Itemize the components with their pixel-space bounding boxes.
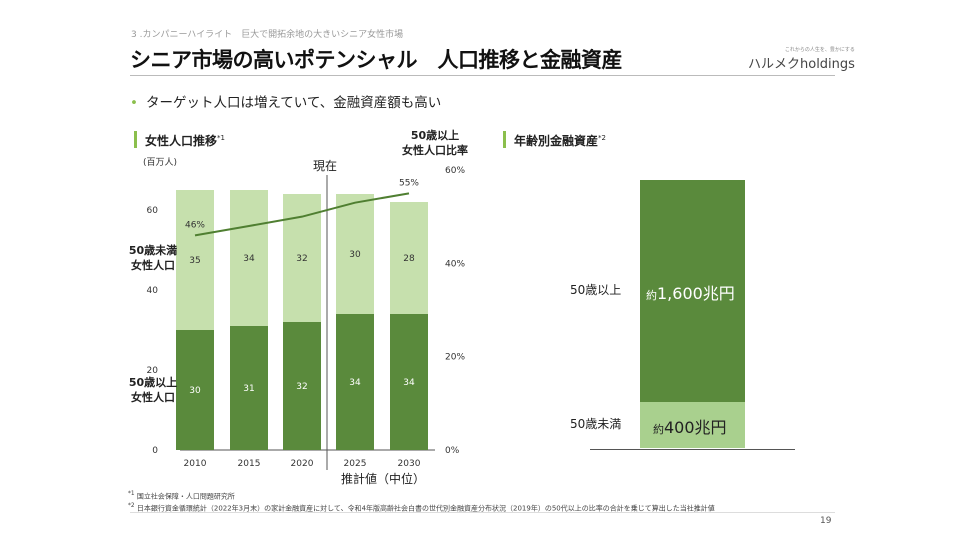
bar-segment — [176, 330, 214, 450]
series-label-line: 女性人口 — [131, 259, 175, 272]
over50-value-label: 約1,600兆円 — [646, 280, 735, 304]
under50-series-label: 50歳未満女性人口 — [122, 243, 184, 273]
logo-name: ハルメクholdings — [748, 57, 855, 72]
y-right-tick-label: 40% — [445, 259, 465, 269]
x-tick-label: 2010 — [184, 459, 207, 469]
y-tick-label: 0 — [152, 446, 158, 456]
series-label-line: 50歳以上 — [128, 376, 178, 389]
page-number: 19 — [820, 516, 832, 526]
bar-segment — [283, 194, 321, 322]
chart-title-text: 女性人口推移 — [145, 134, 218, 148]
y-right-tick-label: 60% — [445, 166, 465, 176]
bar-value-label: 34 — [349, 378, 361, 388]
series-label-line: 女性人口 — [131, 391, 175, 404]
bar-segment — [283, 322, 321, 450]
population-chart-title: 女性人口推移*1 — [134, 131, 225, 148]
bar-segment — [336, 314, 374, 450]
chart-title-text: 年齢別金融資産 — [514, 134, 599, 148]
value-prefix: 約 — [653, 423, 664, 436]
under50-value-label: 約400兆円 — [653, 414, 727, 438]
bar-segment — [390, 314, 428, 450]
bar-segment — [230, 326, 268, 450]
right-axis-title-line: 50歳以上 — [410, 129, 460, 142]
over50-series-label: 50歳以上女性人口 — [122, 375, 184, 405]
footnote-mark: *1 — [128, 491, 135, 497]
x-tick-label: 2025 — [344, 459, 367, 469]
ratio-label: 55% — [399, 178, 419, 188]
assets-chart-title: 年齢別金融資産*2 — [503, 131, 606, 148]
y-right-tick-label: 20% — [445, 353, 465, 363]
bar-value-label: 31 — [243, 384, 254, 394]
bar-value-label: 32 — [296, 254, 307, 264]
page-title: シニア市場の高いポテンシャル 人口推移と金融資産 — [130, 48, 623, 72]
footnote-1: *1 国立社会保障・人口問題研究所 — [128, 489, 715, 501]
footnote-ref: *2 — [598, 134, 606, 142]
bar-over50-assets — [640, 180, 745, 402]
x-tick-label: 2030 — [398, 459, 421, 469]
bar-segment — [336, 194, 374, 314]
bar-segment — [230, 190, 268, 326]
forecast-label: 推計値（中位） — [341, 472, 426, 486]
ratio-line — [194, 192, 410, 237]
company-logo: これからの人生を、豊かにする ハルメクholdings — [748, 46, 855, 72]
bar-value-label: 34 — [243, 254, 255, 264]
bar-value-label: 34 — [403, 378, 415, 388]
value-text: 1,600兆円 — [657, 284, 735, 303]
bar-segment — [390, 202, 428, 314]
bar-value-label: 35 — [189, 256, 200, 266]
footnotes: *1 国立社会保障・人口問題研究所 *2 日本銀行資金循環統計（2022年3月末… — [128, 489, 715, 514]
breadcrumb: 3 .カンパニーハイライト 巨大で開拓余地の大きいシニア女性市場 — [131, 30, 404, 40]
y-right-tick-label: 0% — [445, 446, 460, 456]
value-prefix: 約 — [646, 289, 657, 302]
right-axis-title: 50歳以上女性人口比率 — [395, 128, 475, 158]
assets-baseline — [590, 449, 795, 450]
bar-value-label: 30 — [189, 386, 201, 396]
title-divider — [130, 75, 835, 76]
y-tick-label: 60 — [147, 206, 159, 216]
bar-segment — [176, 190, 214, 330]
bar-value-label: 32 — [296, 382, 307, 392]
footnote-mark: *2 — [128, 503, 135, 510]
footnote-2: *2 日本銀行資金循環統計（2022年3月末）の家計金融資産に対して、令和4年版… — [128, 501, 715, 513]
y-axis-unit: (百万人) — [143, 158, 178, 168]
logo-tagline: これからの人生を、豊かにする — [784, 47, 855, 53]
footnote-text: 日本銀行資金循環統計（2022年3月末）の家計金融資産に対して、令和4年版高齢社… — [136, 504, 715, 513]
over50-category-label: 50歳以上 — [570, 283, 622, 297]
value-text: 400兆円 — [664, 418, 727, 437]
right-axis-title-line: 女性人口比率 — [402, 144, 468, 157]
x-tick-label: 2020 — [291, 459, 314, 469]
ratio-label: 46% — [185, 220, 205, 230]
x-tick-label: 2015 — [238, 459, 261, 469]
footnote-text: 国立社会保障・人口問題研究所 — [136, 492, 235, 501]
bar-value-label: 30 — [349, 250, 361, 260]
y-tick-label: 20 — [147, 366, 159, 376]
footer-divider — [130, 512, 835, 513]
bullet-point: • ターゲット人口は増えていて、金融資産額も高い — [130, 95, 442, 111]
bar-under50-assets — [640, 402, 745, 448]
under50-category-label: 50歳未満 — [570, 417, 622, 431]
bar-value-label: 28 — [403, 254, 415, 264]
y-tick-label: 40 — [147, 286, 159, 296]
series-label-line: 50歳未満 — [128, 244, 178, 257]
now-label: 現在 — [313, 159, 338, 173]
bullet-text: ターゲット人口は増えていて、金融資産額も高い — [145, 95, 442, 111]
footnote-ref: *1 — [217, 134, 225, 142]
